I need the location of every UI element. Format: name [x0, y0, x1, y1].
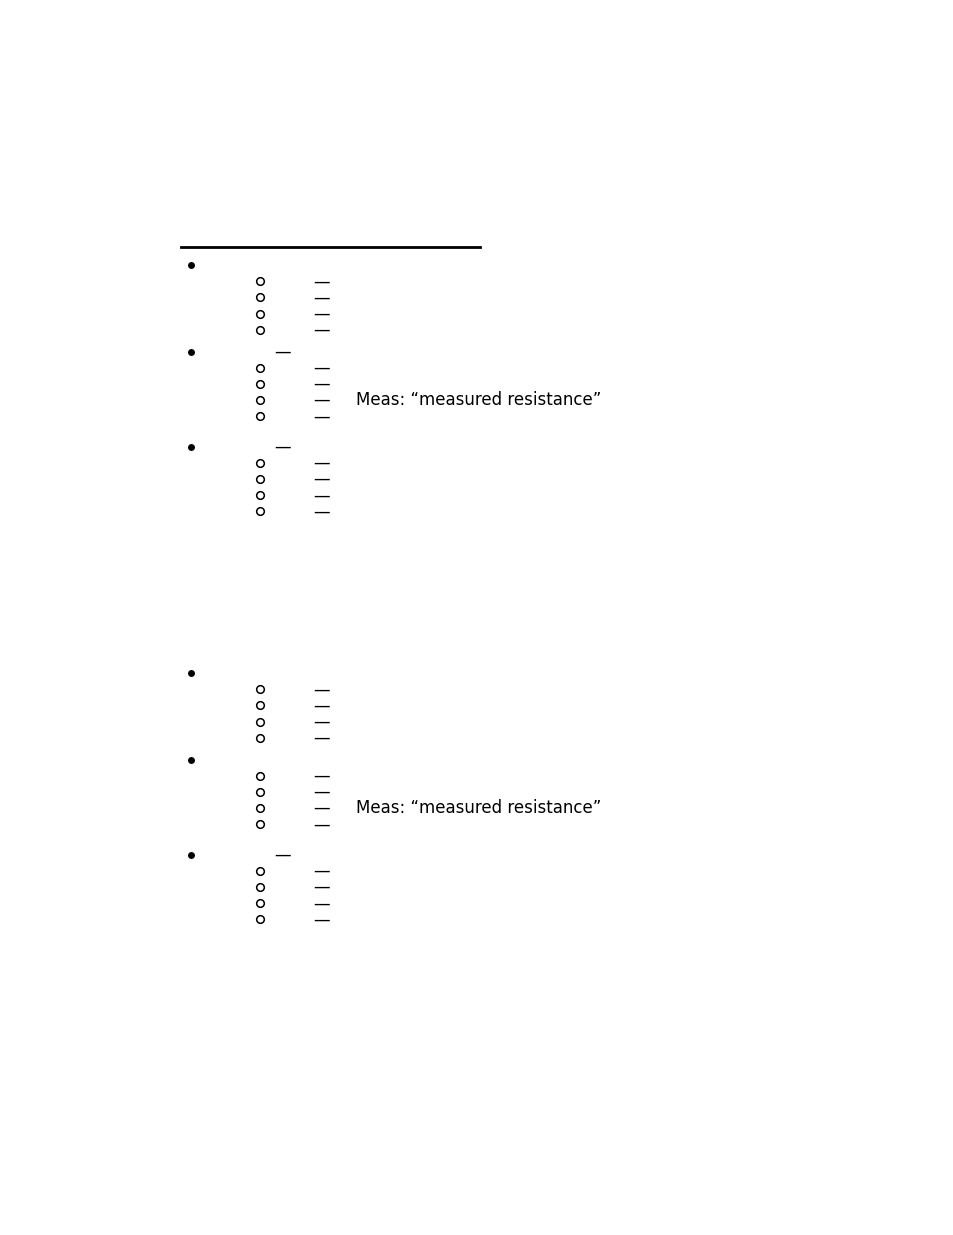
Text: —: —	[313, 878, 329, 897]
Text: Meas: “measured resistance”: Meas: “measured resistance”	[355, 799, 600, 818]
Text: —: —	[313, 359, 329, 377]
Text: —: —	[313, 680, 329, 698]
Text: —: —	[313, 408, 329, 425]
Text: Meas: “measured resistance”: Meas: “measured resistance”	[355, 391, 600, 409]
Text: —: —	[313, 305, 329, 322]
Text: —: —	[274, 846, 291, 863]
Text: —: —	[313, 862, 329, 879]
Text: —: —	[274, 342, 291, 361]
Text: —: —	[313, 289, 329, 306]
Text: —: —	[313, 503, 329, 520]
Text: —: —	[313, 729, 329, 747]
Text: —: —	[274, 437, 291, 456]
Text: —: —	[313, 713, 329, 731]
Text: —: —	[313, 391, 329, 409]
Text: —: —	[313, 767, 329, 784]
Text: —: —	[313, 910, 329, 929]
Text: —: —	[313, 487, 329, 504]
Text: —: —	[313, 815, 329, 834]
Text: —: —	[313, 799, 329, 818]
Text: —: —	[313, 273, 329, 290]
Text: —: —	[313, 471, 329, 488]
Text: —: —	[313, 321, 329, 338]
Text: —: —	[313, 894, 329, 913]
Text: —: —	[313, 454, 329, 472]
Text: —: —	[313, 783, 329, 802]
Text: —: —	[313, 697, 329, 715]
Text: —: —	[313, 375, 329, 393]
